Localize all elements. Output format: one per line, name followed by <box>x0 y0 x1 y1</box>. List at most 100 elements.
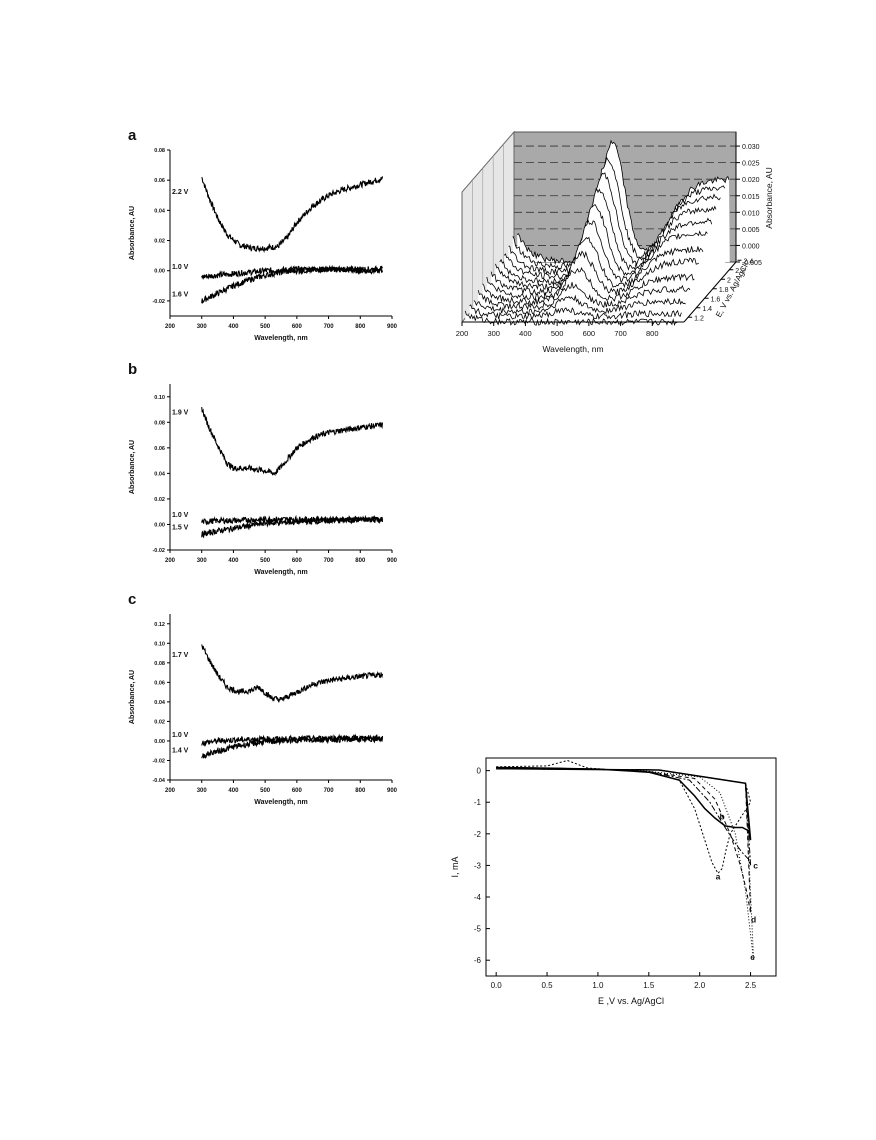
z-tick-label: 0.005 <box>742 227 760 234</box>
x-tick-label: 900 <box>387 788 398 794</box>
panel-label: c <box>128 591 136 608</box>
series-line-15V <box>201 516 384 539</box>
series-line-16V <box>201 264 383 305</box>
series-line-14V <box>201 735 384 759</box>
curve-label-b: b <box>719 812 724 822</box>
x-tick-label: 400 <box>228 324 239 330</box>
depth-tick-label: 2 <box>727 277 731 284</box>
x-tick-label: 300 <box>197 324 208 330</box>
x-tick-label: 900 <box>387 558 398 564</box>
z-tick-label: 0.010 <box>742 210 760 217</box>
depth-tick-label: 2.4 <box>744 258 754 265</box>
series-line-19V <box>201 407 384 477</box>
spectrum-line <box>477 282 691 311</box>
depth-tick-label: 1.8 <box>719 287 729 294</box>
y-axis-title: I, mA <box>450 856 460 877</box>
x-tick-label: 700 <box>614 329 627 338</box>
x-tick-label: 300 <box>197 788 208 794</box>
depth-axis-line <box>683 261 737 323</box>
series-line-22V <box>201 176 384 254</box>
spectrum-line <box>516 139 730 266</box>
panel-label: b <box>128 361 137 378</box>
z-tick-label: -0.005 <box>742 260 762 267</box>
spectrum-line <box>473 294 686 317</box>
y-tick-label: 0.06 <box>154 178 165 184</box>
z-tick-label: 0.015 <box>742 194 760 201</box>
x-tick-label: 400 <box>519 329 532 338</box>
z-tick-label: 0.025 <box>742 161 760 168</box>
y-tick-label: 0.08 <box>154 661 165 667</box>
spectrum-panel-c: c 200 300 400 500 600 700 800 900 -0.04 -0.02 0.00 0… <box>122 590 412 812</box>
series-label: 1.9 V <box>172 410 189 417</box>
cv-curve-e <box>496 767 755 961</box>
y-tick-label: 0.04 <box>154 700 166 706</box>
series-label: 1.5 V <box>172 525 189 532</box>
y-tick-label: 0.04 <box>154 471 166 477</box>
x-axis-title: E ,V vs. Ag/AgCl <box>598 996 664 1006</box>
y-tick-label: 0.10 <box>154 395 165 401</box>
y-tick-label: 0.06 <box>154 680 165 686</box>
y-tick-label: -0.04 <box>152 778 165 784</box>
voltammogram-panel: 0.0 0.5 1.0 1.5 2.0 2.5 0 -1 -2 -3 -4 -5 -6 E ,V vs. … <box>444 750 784 1012</box>
x-tick-label: 600 <box>292 324 303 330</box>
y-tick-label: -5 <box>474 925 482 934</box>
series-label: 1.0 V <box>172 264 189 271</box>
x-tick-label: 200 <box>165 558 176 564</box>
y-tick-label: 0.00 <box>154 269 165 275</box>
y-tick-label: 0.08 <box>154 420 165 426</box>
waterfall-chart: 200 300 400 500 600 700 800 Wavelength, nm 1.2 1.… <box>456 130 774 354</box>
spectrum-line <box>482 266 695 306</box>
y-tick-label: 0 <box>477 767 482 776</box>
z-tick-label: 0.000 <box>742 243 760 250</box>
x-tick-label: 800 <box>355 324 366 330</box>
y-tick-label: 0.06 <box>154 446 165 452</box>
depth-tick-label: 1.2 <box>694 315 704 322</box>
y-tick-label: -1 <box>474 798 482 807</box>
depth-tick-label: 1.6 <box>711 296 721 303</box>
x-tick-label: 700 <box>324 324 335 330</box>
x-tick-label: 800 <box>355 558 366 564</box>
y-axis-title: Absorbance, AU <box>129 440 136 494</box>
y-tick-label: 0.00 <box>154 522 165 528</box>
y-tick-label: 0.02 <box>154 239 165 245</box>
series-label: 1.7 V <box>172 652 189 659</box>
x-tick-label: 800 <box>355 788 366 794</box>
series-label: 1.0 V <box>172 512 189 519</box>
spectrum-panel-a: a 200 300 400 500 600 700 800 900 -0.02 0.00 0.02 0.… <box>122 126 412 348</box>
curve-label-c: c <box>753 861 758 871</box>
series-label: 1.4 V <box>172 748 189 755</box>
x-tick-label: 2.5 <box>745 981 757 990</box>
x-tick-label: 600 <box>292 558 303 564</box>
curve-label-a: a <box>716 872 721 882</box>
x-tick-label: 400 <box>228 788 239 794</box>
voltammogram-chart: 0.0 0.5 1.0 1.5 2.0 2.5 0 -1 -2 -3 -4 -5 -6 E ,V vs. … <box>450 757 777 1006</box>
y-tick-label: -0.02 <box>152 548 165 554</box>
cv-curve-b <box>496 766 752 841</box>
x-tick-label: 0.5 <box>541 981 553 990</box>
x-tick-label: 0.0 <box>491 981 503 990</box>
curve-label-e: e <box>750 952 755 962</box>
spectrum-line <box>512 156 726 270</box>
series-label: 1.6 V <box>172 291 189 298</box>
series-label: 1.0 V <box>172 732 189 739</box>
x-tick-label: 700 <box>324 788 335 794</box>
x-tick-label: 500 <box>260 788 271 794</box>
spectrum-chart-a: a 200 300 400 500 600 700 800 900 -0.02 0.00 0.02 0.… <box>128 127 398 342</box>
z-axis-title: Absorbance, AU <box>764 167 774 228</box>
y-tick-label: 0.12 <box>154 622 165 628</box>
plot-frame <box>485 757 777 977</box>
y-tick-label: -6 <box>474 956 482 965</box>
waterfall-panel: 200 300 400 500 600 700 800 Wavelength, nm 1.2 1.… <box>440 128 780 364</box>
y-tick-label: 0.02 <box>154 497 165 503</box>
y-tick-label: 0.08 <box>154 148 165 154</box>
spectrum-line <box>469 304 682 321</box>
x-tick-label: 300 <box>487 329 500 338</box>
y-axis-title: Absorbance, AU <box>129 670 136 724</box>
spectrum-fill <box>469 304 682 320</box>
x-tick-label: 700 <box>324 558 335 564</box>
x-tick-label: 300 <box>197 558 208 564</box>
spectrum-line <box>503 188 717 280</box>
z-tick-label: 0.020 <box>742 177 760 184</box>
x-tick-label: 600 <box>583 329 596 338</box>
x-axis-title: Wavelength, nm <box>254 799 307 806</box>
